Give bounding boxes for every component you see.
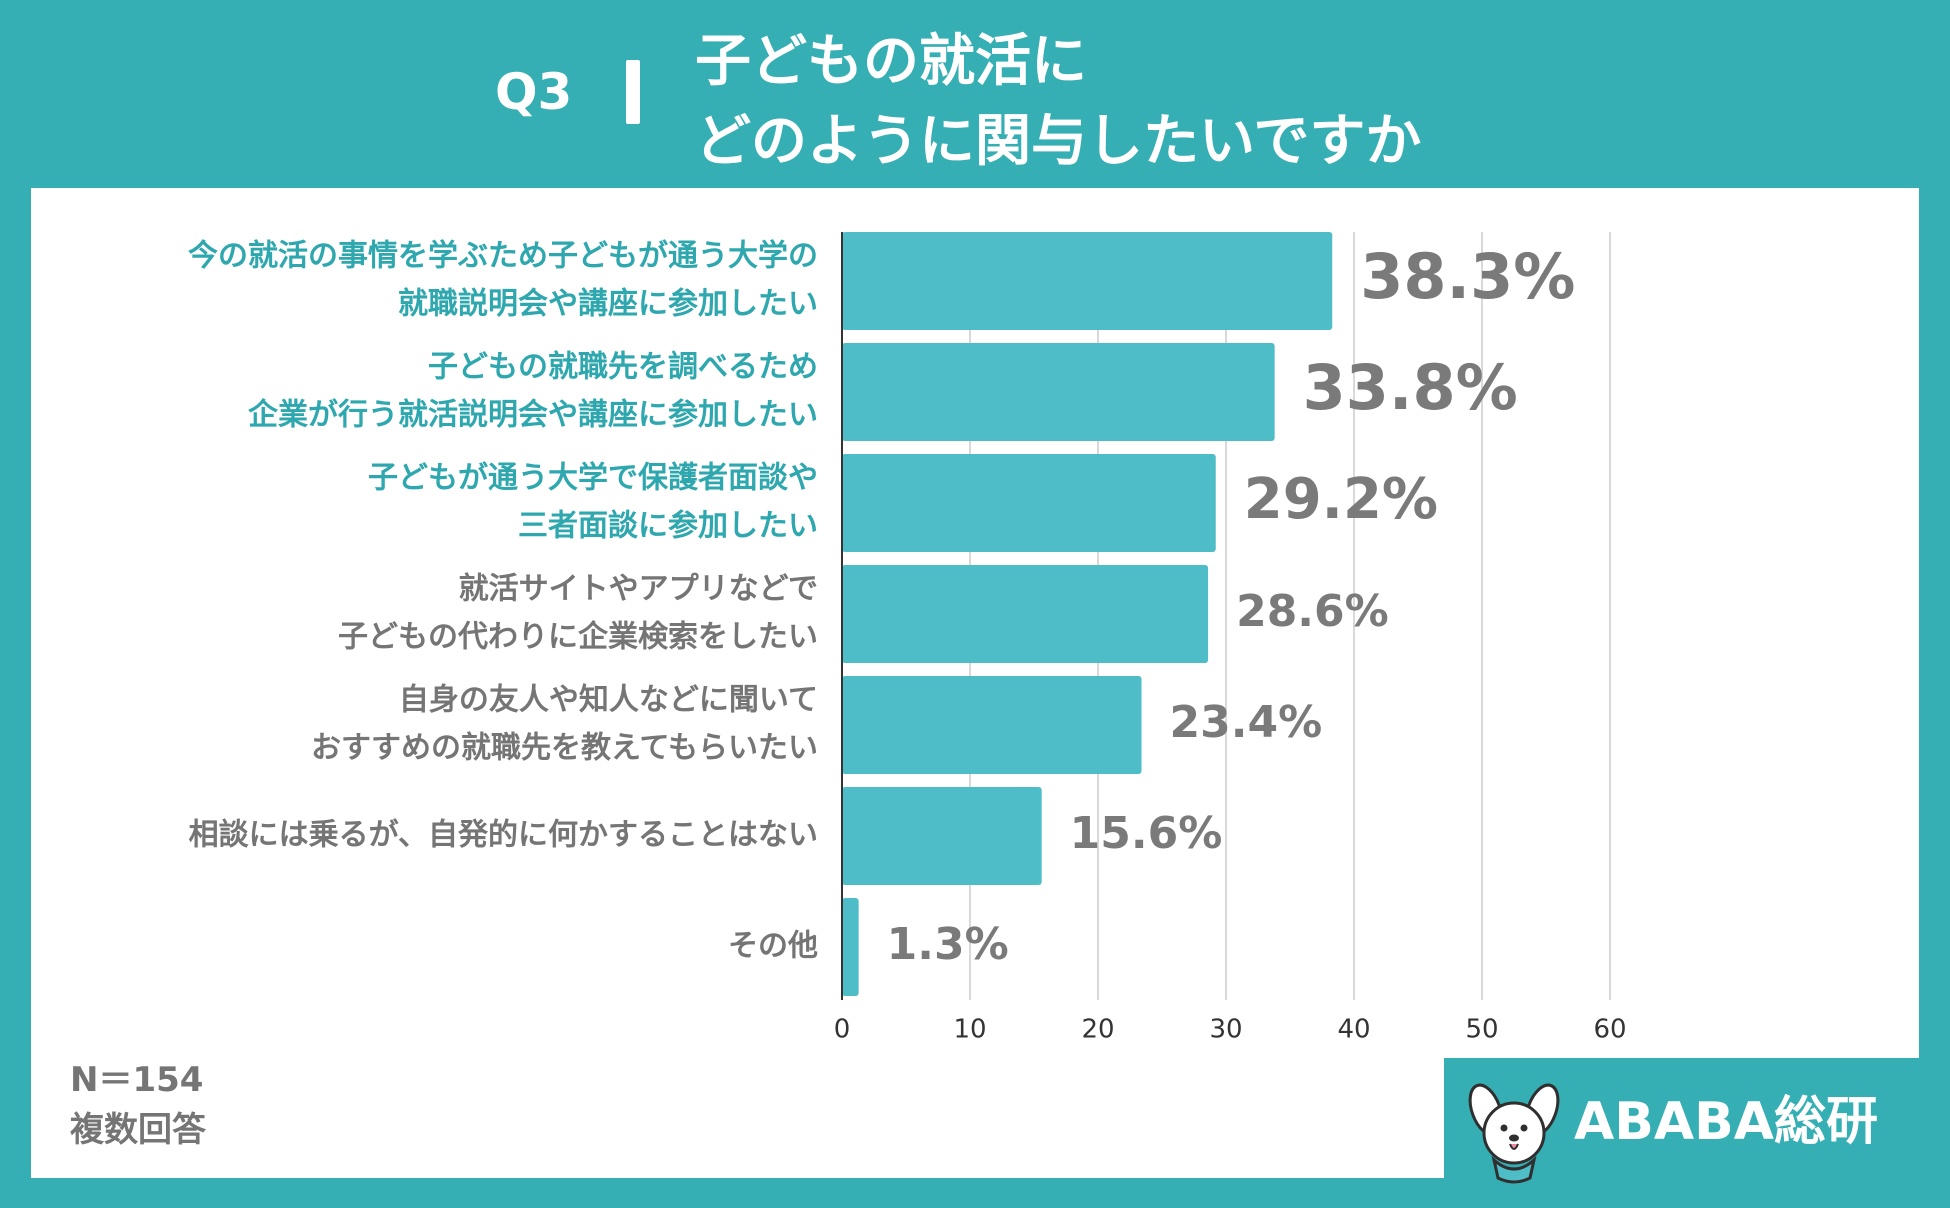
answer-type-note: 複数回答 [70, 1110, 206, 1150]
category-label-3-line-2: 三者面談に参加したい [518, 509, 818, 544]
value-label-5: 23.4% [1170, 697, 1323, 748]
bar-6 [842, 787, 1042, 885]
value-label-2: 33.8% [1303, 351, 1518, 424]
category-label-2-line-1: 子どもの就職先を調べるため [428, 350, 818, 385]
sample-size: N＝154 [70, 1060, 204, 1100]
category-label-3-line-1: 子どもが通う大学で保護者面談や [368, 461, 818, 496]
bar-4 [842, 565, 1209, 663]
dog-mascot-icon [1468, 1083, 1560, 1184]
brand-badge: ABABA総研 [1444, 1058, 1919, 1208]
category-label-6-line-1: 相談には乗るが、自発的に何かすることはない [189, 818, 818, 853]
bar-5 [842, 676, 1142, 774]
category-label-2-line-2: 企業が行う就活説明会や講座に参加したい [248, 398, 818, 433]
x-tick-label-20: 20 [1081, 1015, 1114, 1045]
footnote: N＝154 複数回答 [70, 1055, 206, 1155]
category-label-1-line-1: 今の就活の事情を学ぶため子どもが通う大学の [188, 239, 818, 274]
category-label-5-line-2: おすすめの就職先を教えてもらいたい [311, 731, 818, 766]
bar-1 [842, 232, 1333, 330]
question-number: Q3 [495, 63, 573, 121]
x-tick-label-10: 10 [953, 1015, 986, 1045]
category-label-1-line-2: 就職説明会や講座に参加したい [398, 287, 818, 322]
bar-7 [842, 898, 859, 996]
value-label-3: 29.2% [1244, 467, 1438, 532]
brand-name: ABABA総研 [1574, 1092, 1879, 1152]
category-label-4-line-2: 子どもの代わりに企業検索をしたい [338, 620, 818, 655]
title-line-1: 子どもの就活に [695, 29, 1087, 94]
category-label-5-line-1: 自身の友人や知人などに聞いて [399, 683, 818, 718]
chart-title: 子どもの就活に どのように関与したいですか [695, 22, 1421, 182]
bar-3 [842, 454, 1216, 552]
value-label-4: 28.6% [1236, 586, 1389, 637]
x-tick-label-0: 0 [834, 1015, 851, 1045]
x-tick-label-50: 50 [1465, 1015, 1498, 1045]
title-divider [626, 60, 640, 124]
x-tick-label-40: 40 [1337, 1015, 1370, 1045]
category-label-4-line-1: 就活サイトやアプリなどで [459, 572, 818, 607]
value-label-1: 38.3% [1360, 240, 1575, 313]
value-label-6: 15.6% [1070, 808, 1223, 859]
bar-2 [842, 343, 1275, 441]
x-tick-label-30: 30 [1209, 1015, 1242, 1045]
x-tick-label-60: 60 [1593, 1015, 1626, 1045]
value-label-7: 1.3% [887, 919, 1009, 970]
category-label-7-line-1: その他 [728, 929, 818, 964]
title-line-2: どのように関与したいですか [695, 109, 1422, 174]
